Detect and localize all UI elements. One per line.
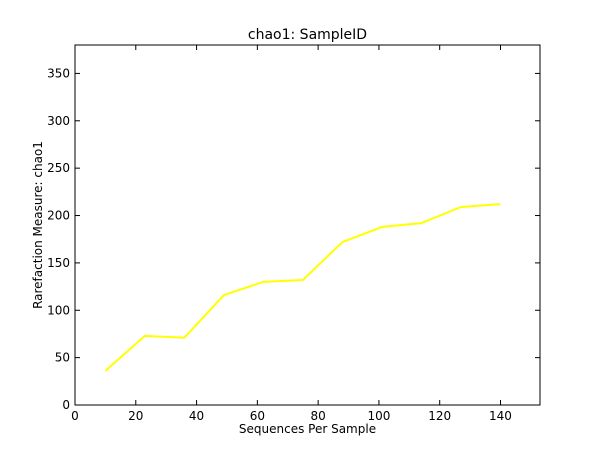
y-tick-label: 50 [55,351,70,365]
y-tick-label: 0 [62,398,70,412]
y-tick-label: 300 [47,114,70,128]
x-axis-label: Sequences Per Sample [239,422,376,436]
series-line [104,203,501,372]
x-tick-label: 140 [489,409,512,423]
y-tick-label: 100 [47,303,70,317]
x-tick-label: 100 [367,409,390,423]
x-tick-label: 0 [71,409,79,423]
x-tick-label: 20 [128,409,143,423]
y-tick-label: 350 [47,66,70,80]
x-tick-label: 40 [189,409,204,423]
y-tick-label: 250 [47,161,70,175]
chart-title: chao1: SampleID [248,27,367,43]
series-layer [104,203,501,372]
x-tick-label: 120 [428,409,451,423]
y-tick-label: 150 [47,256,70,270]
ticks-layer: 0 20 40 60 80 100 120 140 0 50 100 150 200 250 300 350 [47,45,540,423]
y-tick-label: 200 [47,209,70,223]
x-tick-label: 60 [250,409,265,423]
plot-area [74,44,541,406]
x-tick-label: 80 [310,409,325,423]
y-axis-label: Rarefaction Measure: chao1 [31,141,45,309]
